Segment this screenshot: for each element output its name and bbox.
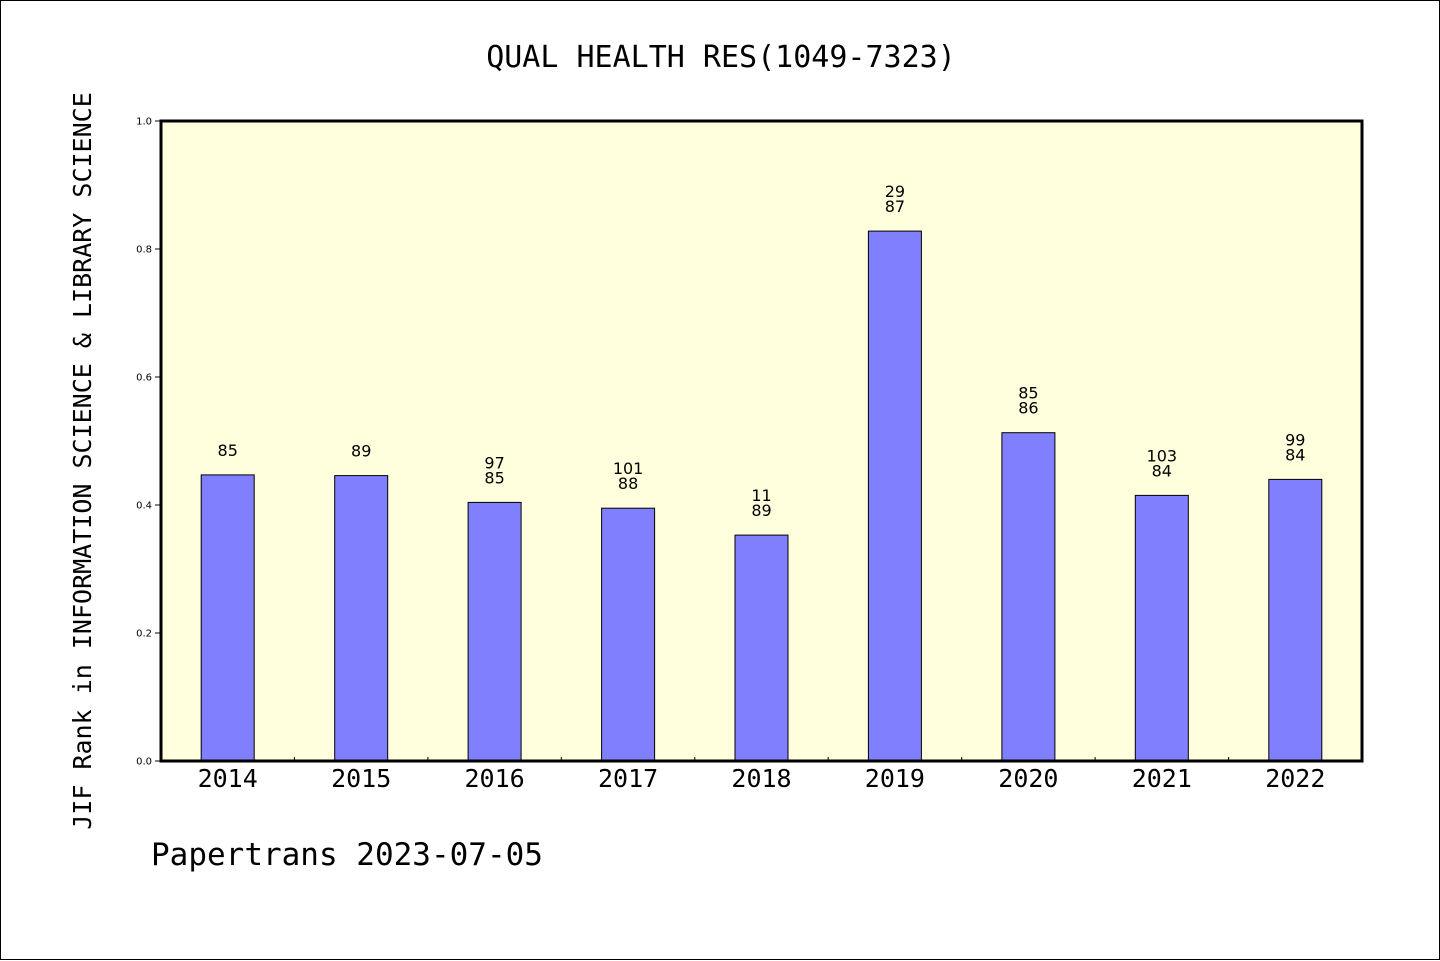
bar-label-2018-2: 89 <box>751 501 771 520</box>
bar-2022 <box>1268 478 1323 762</box>
bar-label-2014-1: 85 <box>218 441 238 460</box>
bar-label-2016-2: 85 <box>484 468 504 487</box>
x-tick-label-2022: 2022 <box>1265 764 1325 793</box>
bar-label-2018-1: 11 <box>751 486 771 505</box>
y-axis-ticks: 0.0 0.2 0.4 0.6 0.8 1.0 <box>136 117 161 768</box>
x-tick-label-2021: 2021 <box>1132 764 1192 793</box>
y-tick-label-1.0: 1.0 <box>136 117 152 128</box>
chart-title: QUAL HEALTH RES(1049-7323) <box>486 40 956 75</box>
bar-label-2019-1: 29 <box>885 182 905 201</box>
bar-label-2015-1: 89 <box>351 442 371 461</box>
y-tick-label-0.6: 0.6 <box>136 373 152 384</box>
bar-2015 <box>334 475 389 762</box>
x-tick-label-2017: 2017 <box>598 764 658 793</box>
y-tick-label-0.0: 0.0 <box>136 757 152 768</box>
x-tick-label-2016: 2016 <box>464 764 524 793</box>
y-tick-label-0.2: 0.2 <box>136 629 152 640</box>
x-tick-label-2020: 2020 <box>998 764 1058 793</box>
bar-label-2019-2: 87 <box>885 197 905 216</box>
bar-2014 <box>200 474 255 762</box>
bar-label-2022-2: 84 <box>1285 445 1305 464</box>
bar-label-2016-1: 97 <box>484 453 504 472</box>
bar-label-2021-2: 84 <box>1152 461 1172 480</box>
bar-label-2017-1: 101 <box>613 459 644 478</box>
y-tick-label-0.4: 0.4 <box>136 501 152 512</box>
x-tick-label-2019: 2019 <box>865 764 925 793</box>
bar-2021 <box>1134 494 1189 762</box>
y-tick-label-0.8: 0.8 <box>136 245 152 256</box>
bars-group <box>200 230 1323 762</box>
bar-2020 <box>1001 432 1056 762</box>
x-tick-label-2015: 2015 <box>331 764 391 793</box>
bar-label-2022-1: 99 <box>1285 430 1305 449</box>
bar-label-2020-2: 86 <box>1018 399 1038 418</box>
bar-label-2020-1: 85 <box>1018 384 1038 403</box>
bar-2017 <box>601 507 656 762</box>
plot-border <box>159 119 1364 763</box>
bar-label-2017-2: 88 <box>618 474 638 493</box>
x-tick-label-2018: 2018 <box>731 764 791 793</box>
bar-2019 <box>867 230 922 762</box>
x-axis-ticks: 2014 2015 2016 2017 2018 2019 2020 2021 2022 <box>198 757 1325 793</box>
bar-2018 <box>734 534 789 762</box>
bar-2016 <box>467 501 522 762</box>
x-tick-label-2014: 2014 <box>198 764 258 793</box>
bar-label-2021-1: 103 <box>1147 446 1178 465</box>
y-axis-label: JIF Rank in INFORMATION SCIENCE & LIBRAR… <box>68 92 97 830</box>
footer-watermark: Papertrans 2023-07-05 <box>151 837 543 873</box>
